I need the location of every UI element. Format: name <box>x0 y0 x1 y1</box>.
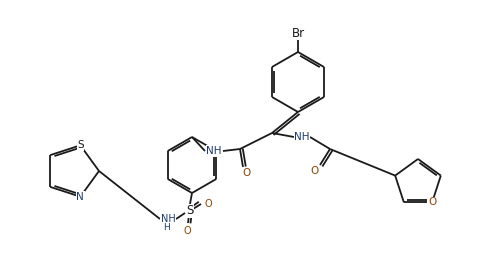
Text: O: O <box>428 197 436 207</box>
Text: NH: NH <box>160 214 175 224</box>
Text: O: O <box>311 166 319 176</box>
Text: NH: NH <box>294 132 310 142</box>
Text: H: H <box>164 222 171 232</box>
Text: O: O <box>243 168 251 178</box>
Text: O: O <box>183 226 191 236</box>
Text: S: S <box>77 140 84 150</box>
Text: Br: Br <box>291 26 305 40</box>
Text: NH: NH <box>206 146 222 156</box>
Text: O: O <box>204 199 212 209</box>
Text: N: N <box>77 192 84 202</box>
Text: S: S <box>186 205 194 218</box>
